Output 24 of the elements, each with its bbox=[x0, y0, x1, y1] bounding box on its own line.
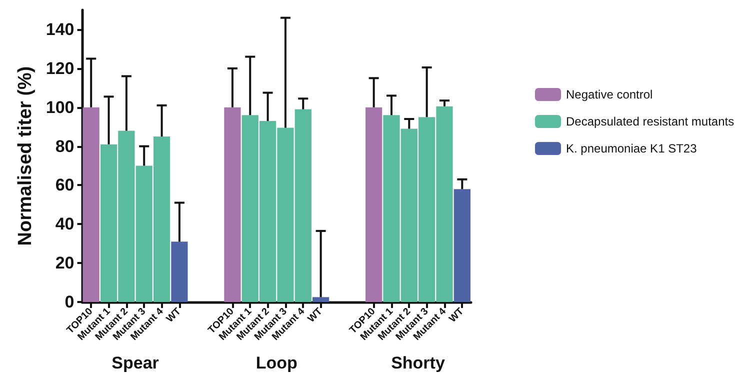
x-tick-label: WT bbox=[164, 306, 184, 325]
bar bbox=[312, 297, 330, 302]
x-tick-label: WT bbox=[447, 306, 466, 325]
y-tick-label: 20 bbox=[55, 254, 74, 273]
bar bbox=[171, 242, 188, 302]
bar bbox=[454, 189, 470, 302]
bar bbox=[82, 107, 100, 302]
y-tick-label: 0 bbox=[64, 292, 74, 312]
legend-label: Decapsulated resistant mutants bbox=[566, 114, 734, 128]
text: Shorty bbox=[391, 354, 446, 372]
y-tick-label: 60 bbox=[55, 176, 74, 195]
x-tick-label: WT bbox=[306, 306, 325, 325]
y-tick-label: 120 bbox=[46, 58, 74, 78]
legend-label: Negative control bbox=[566, 88, 653, 102]
text: Loop bbox=[256, 354, 298, 372]
y-tick-label: 140 bbox=[46, 20, 74, 39]
bar bbox=[224, 107, 241, 302]
y-tick-label: 100 bbox=[46, 98, 74, 117]
y-tick-label: 80 bbox=[55, 136, 74, 156]
legend-label: K. pneumoniae K1 ST23 bbox=[566, 142, 698, 156]
y-tick-label: 40 bbox=[55, 214, 74, 234]
bar bbox=[366, 107, 382, 302]
y-axis-title: Normalised titer (%) bbox=[15, 66, 36, 246]
text: Spear bbox=[112, 354, 160, 372]
